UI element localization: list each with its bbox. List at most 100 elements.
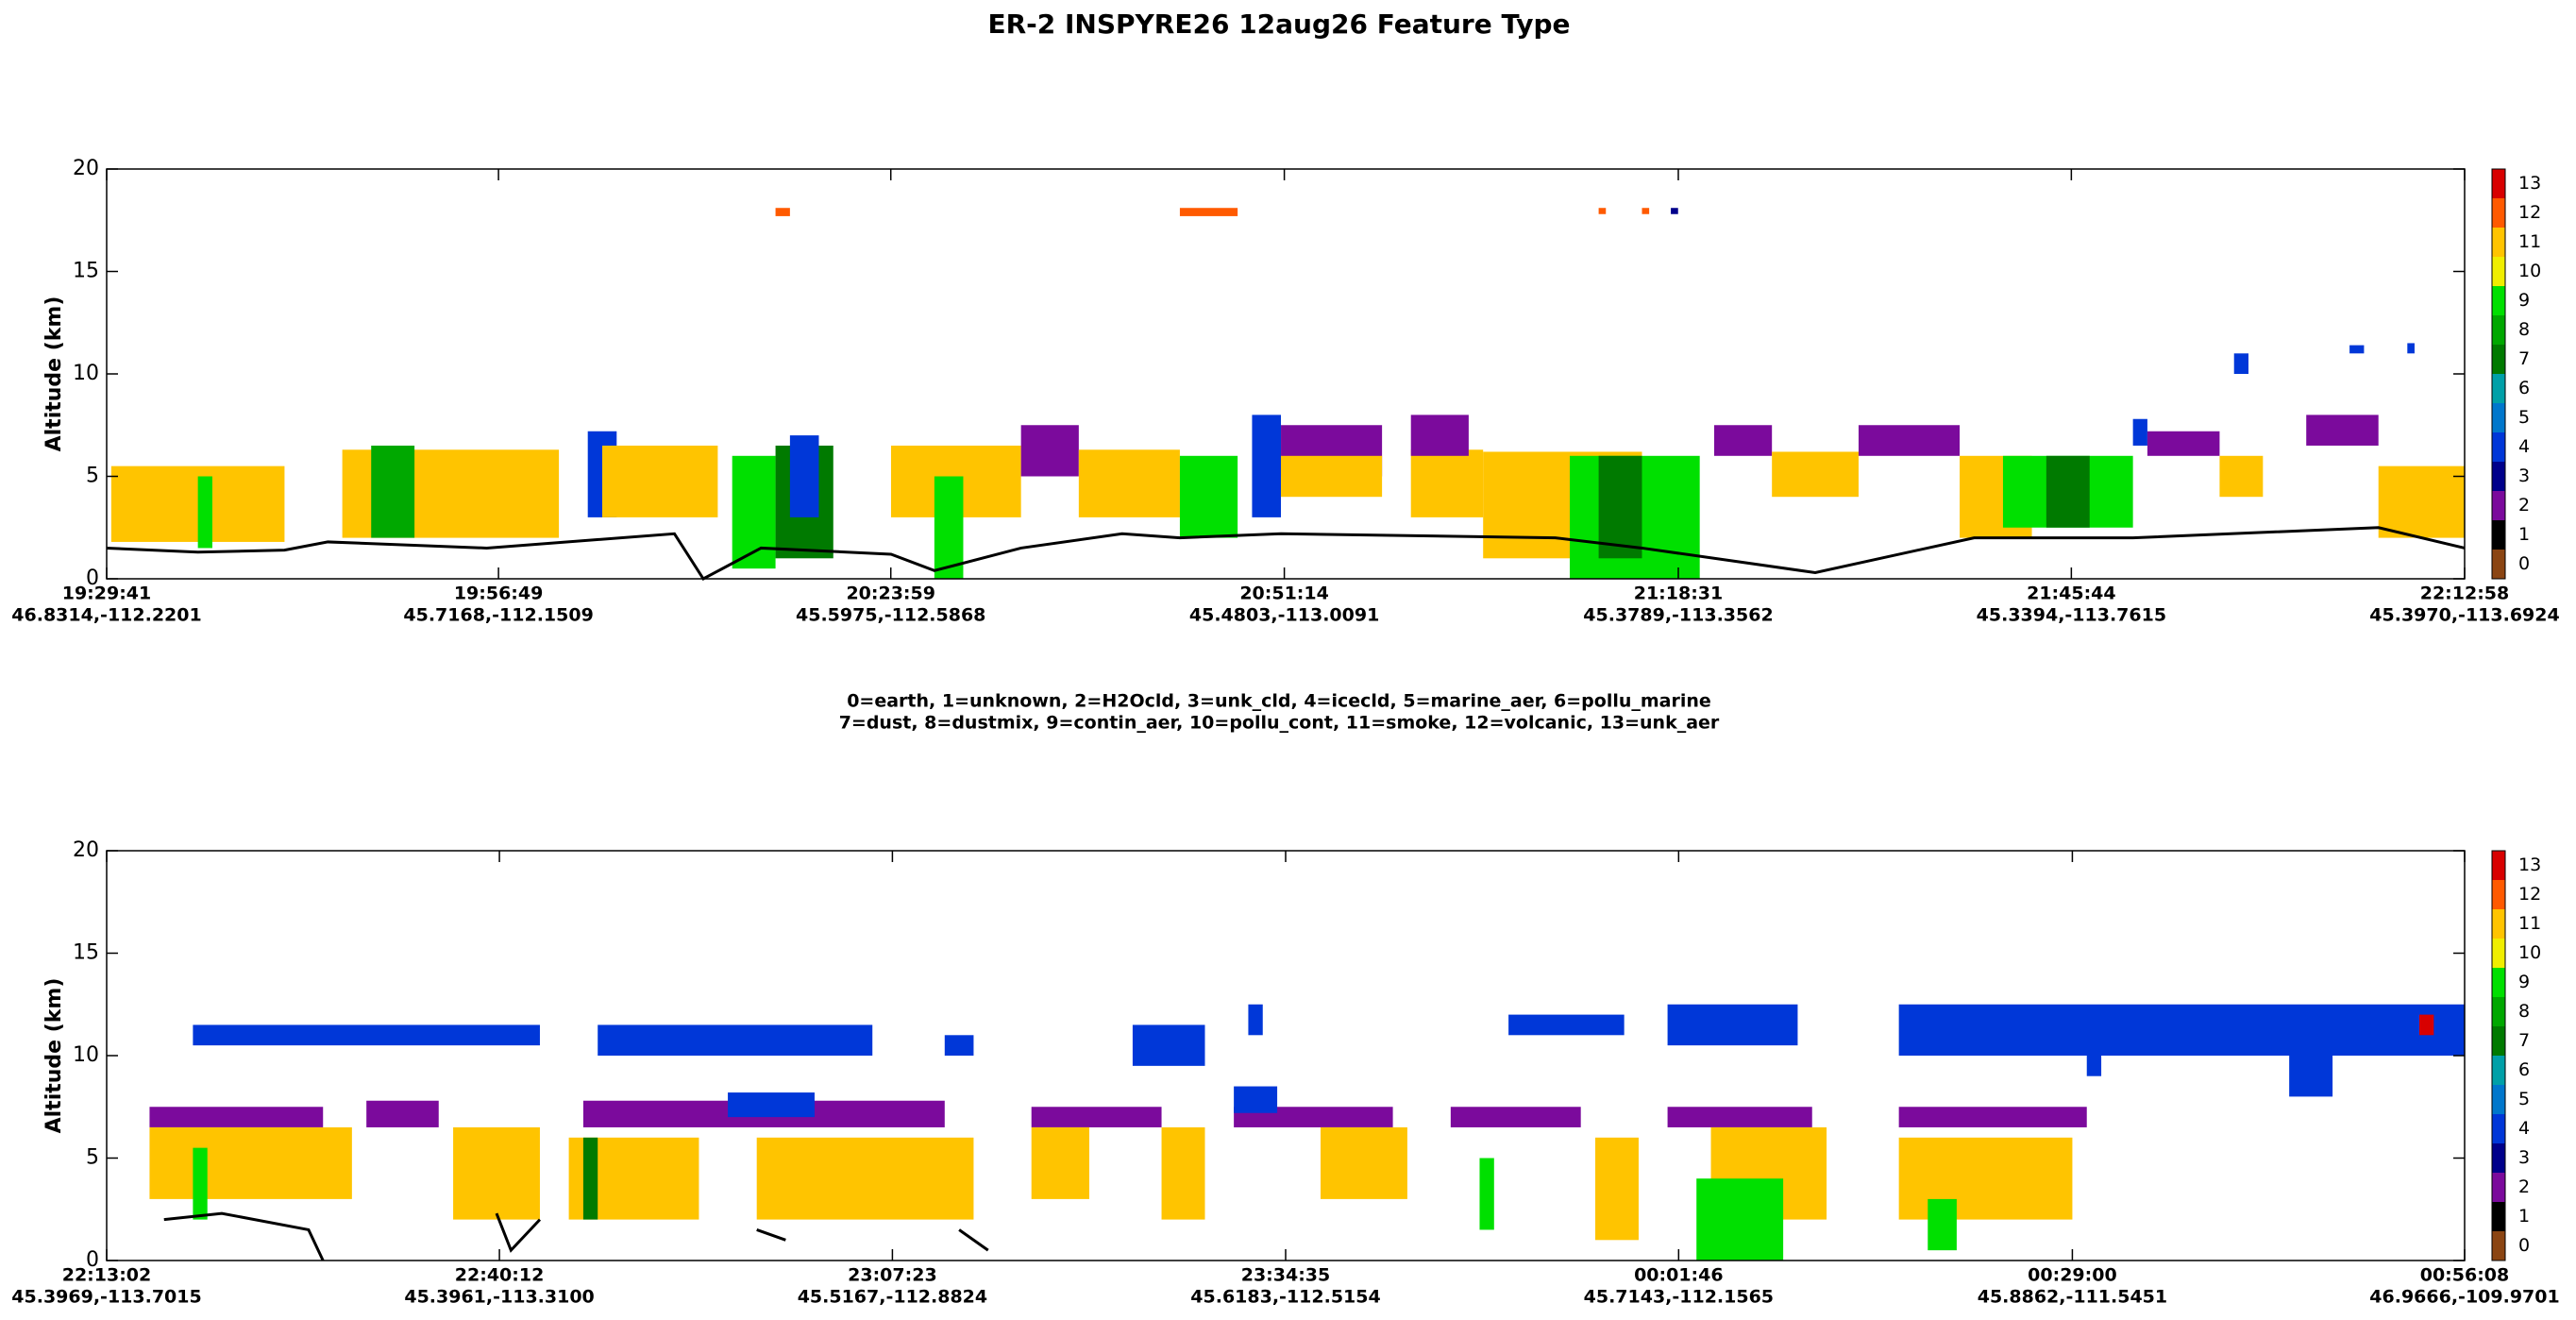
colorbar-segment <box>2492 228 2505 257</box>
x-tick-label: 00:29:00 <box>2028 1265 2117 1286</box>
feature <box>1410 449 1484 517</box>
x-tick-label: 22:12:58 <box>2420 584 2510 604</box>
x-tick-label: 20:23:59 <box>846 584 935 604</box>
colorbar-label: 0 <box>2518 1235 2530 1256</box>
colorbar-label: 6 <box>2518 1059 2530 1080</box>
x-tick-location: 45.3969,-113.7015 <box>11 1287 201 1308</box>
feature <box>2086 1056 2102 1076</box>
y-tick-label: 5 <box>86 465 99 488</box>
feature <box>2147 431 2220 456</box>
feature <box>371 445 415 538</box>
x-tick-label: 21:45:44 <box>2027 584 2116 604</box>
colorbar-label: 11 <box>2518 231 2541 252</box>
feature <box>756 1137 974 1220</box>
x-tick-location: 45.7168,-112.1509 <box>403 605 593 626</box>
colorbar-label: 1 <box>2518 1206 2530 1227</box>
colorbar-label: 7 <box>2518 1030 2530 1051</box>
colorbar-segment <box>2492 432 2505 462</box>
x-tick-location: 46.8314,-112.2201 <box>11 605 201 626</box>
feature <box>1858 425 1961 456</box>
feature <box>934 476 964 579</box>
colorbar-label: 2 <box>2518 495 2530 516</box>
feature <box>2219 455 2264 498</box>
colorbar-label: 4 <box>2518 436 2530 457</box>
colorbar-segment <box>2492 1056 2505 1085</box>
feature <box>1898 1137 2073 1220</box>
feature <box>1450 1107 1581 1127</box>
y-tick-label: 15 <box>73 260 99 283</box>
feature <box>149 1107 324 1127</box>
feature <box>453 1126 540 1220</box>
colorbar-segment <box>2492 880 2505 909</box>
colorbar-label: 2 <box>2518 1176 2530 1197</box>
feature <box>193 1024 540 1046</box>
y-tick-label: 0 <box>86 1248 99 1272</box>
colorbar-label: 7 <box>2518 348 2530 369</box>
colorbar-label: 3 <box>2518 465 2530 486</box>
colorbar-segment <box>2492 315 2505 345</box>
x-tick-location: 45.5975,-112.5868 <box>796 605 985 626</box>
feature <box>1031 1107 1162 1127</box>
feature <box>1642 208 1650 214</box>
feature <box>1252 415 1282 517</box>
feature <box>1671 208 1678 214</box>
y-tick-label: 20 <box>73 157 99 180</box>
x-tick-label: 19:56:49 <box>454 584 544 604</box>
feature <box>1248 1004 1263 1036</box>
colorbar-label: 8 <box>2518 1001 2530 1022</box>
surface-line <box>495 1212 542 1253</box>
x-tick-label: 19:29:41 <box>62 584 152 604</box>
x-tick-label: 00:56:08 <box>2420 1265 2510 1286</box>
feature <box>598 1024 873 1056</box>
x-tick-label: 20:51:14 <box>1239 584 1329 604</box>
colorbar-segment <box>2492 403 2505 432</box>
feature <box>2407 343 2415 354</box>
feature <box>1696 1178 1784 1261</box>
colorbar-segment <box>2492 1143 2505 1173</box>
colorbar-label: 12 <box>2518 202 2541 223</box>
feature <box>2046 455 2090 528</box>
feature <box>2349 345 2365 354</box>
y-axis-title: Altitude (km) <box>42 296 66 452</box>
colorbar-segment <box>2492 968 2505 997</box>
feature <box>1179 455 1238 538</box>
feature <box>366 1100 439 1127</box>
colorbar-segment <box>2492 939 2505 968</box>
colorbar-segment <box>2492 462 2505 491</box>
feature <box>1928 1198 1957 1251</box>
feature <box>1234 1086 1278 1113</box>
colorbar-label: 3 <box>2518 1147 2530 1168</box>
feature <box>728 1092 815 1118</box>
x-tick-location: 45.8862,-111.5451 <box>1978 1287 2167 1308</box>
y-tick-label: 20 <box>73 838 99 862</box>
x-tick-location: 45.3789,-113.3562 <box>1583 605 1773 626</box>
y-tick-label: 5 <box>86 1146 99 1170</box>
feature <box>601 445 718 517</box>
feature <box>1898 1107 2087 1127</box>
feature <box>2132 418 2147 446</box>
colorbar-segment <box>2492 851 2505 880</box>
feature <box>1598 208 1607 214</box>
feature <box>1479 1158 1494 1230</box>
x-tick-location: 45.3961,-113.3100 <box>404 1287 594 1308</box>
colorbar-segment <box>2492 520 2505 550</box>
feature <box>1713 425 1773 456</box>
feature <box>1772 451 1859 498</box>
x-tick-location: 46.9666,-109.9701 <box>2369 1287 2559 1308</box>
feature <box>789 435 819 517</box>
colorbar-label: 5 <box>2518 407 2530 428</box>
colorbar-label: 10 <box>2518 942 2541 963</box>
feature <box>1410 415 1469 456</box>
feature <box>1078 449 1180 517</box>
figure-title: ER-2 INSPYRE26 12aug26 Feature Type <box>987 8 1570 40</box>
feature <box>944 1035 974 1056</box>
colorbar-segment <box>2492 1114 2505 1143</box>
feature <box>2378 465 2465 538</box>
colorbar-segment <box>2492 345 2505 374</box>
x-tick-label: 22:40:12 <box>455 1265 545 1286</box>
y-tick-label: 10 <box>73 362 99 385</box>
feature <box>1020 425 1079 477</box>
colorbar-segment <box>2492 169 2505 198</box>
colorbar-label: 6 <box>2518 378 2530 398</box>
